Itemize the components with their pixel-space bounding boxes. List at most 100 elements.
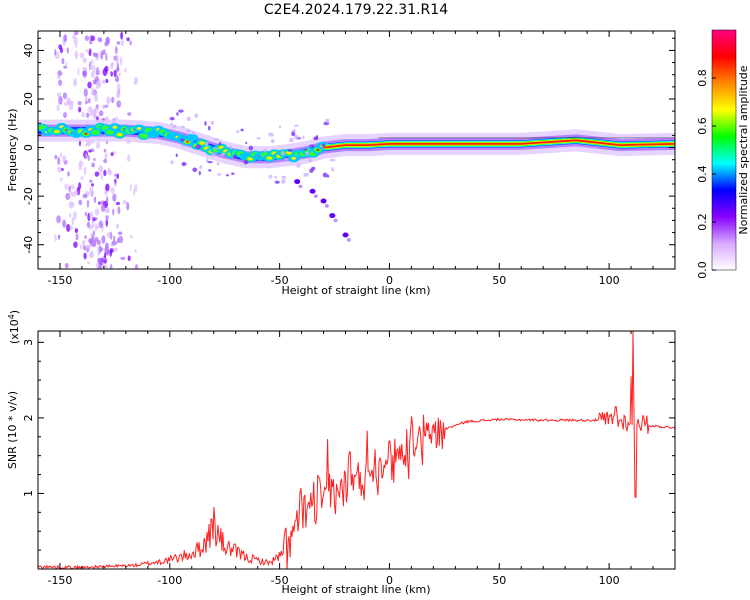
speckle-2-85 (97, 246, 100, 252)
speckle-3-69 (95, 262, 99, 268)
speckle-2-23 (103, 148, 107, 153)
ridge-blob-cyan (186, 133, 199, 142)
scatter-speck (329, 158, 336, 162)
speckle-1-14 (83, 252, 87, 260)
colorbar-tick-label: 0.4 (696, 165, 709, 183)
scatter-speck (263, 148, 267, 153)
speckle-3-26 (104, 252, 107, 259)
speckle-1-25 (74, 50, 79, 60)
speckle-3-33 (97, 258, 103, 265)
speckle-0-46 (58, 79, 63, 86)
ridge-blob-red (316, 148, 320, 151)
y-tick-label: -40 (22, 236, 35, 254)
spectrogram-marks (38, 31, 675, 269)
snr-y-tick-label: 1 (22, 490, 35, 497)
speckle-1-60 (83, 166, 87, 176)
speckle-3-45 (105, 53, 108, 61)
speckle-1-71 (88, 48, 92, 57)
tail-point (320, 198, 327, 204)
speckle-3-10 (115, 223, 120, 230)
speckle-0-10 (67, 171, 70, 177)
speckle-1-12 (88, 149, 92, 153)
speckle-0-47 (54, 48, 57, 56)
speckle-3-55 (112, 193, 117, 202)
scatter-speck (211, 152, 216, 158)
speckle-1-46 (86, 261, 90, 265)
speckle-3-49 (112, 208, 115, 216)
speckle-2-68 (93, 52, 96, 56)
colorbar-label: Normalized spectral amplitude (737, 65, 750, 234)
speckle-1-72 (89, 250, 94, 258)
speckle-4-28 (126, 37, 130, 42)
speckle-0-41 (58, 44, 63, 50)
snr-plot-area (38, 331, 675, 569)
scatter-speck (229, 145, 232, 150)
scatter-speck (240, 128, 244, 132)
speckle-2-79 (89, 211, 94, 221)
speckle-2-80 (90, 35, 95, 42)
speckle-3-47 (105, 219, 109, 227)
ridge-blob-yellow (199, 141, 205, 145)
scatter-speck (169, 116, 175, 121)
speckle-4-30 (117, 231, 123, 236)
scatter-speck (218, 141, 222, 146)
y-tick-label: 0 (22, 144, 35, 151)
speckle-3-3 (113, 182, 118, 187)
speckle-2-62 (96, 141, 100, 150)
speckle-1-4 (74, 31, 79, 36)
speckle-1-59 (78, 199, 83, 206)
scatter-speck (176, 112, 179, 116)
scatter-speck (217, 173, 222, 176)
tail-point-halo (333, 218, 338, 223)
speckle-4-4 (120, 38, 124, 46)
speckle-1-55 (87, 212, 91, 222)
speckle-4-22 (119, 56, 123, 66)
speckle-1-49 (82, 193, 88, 199)
speckle-1-9 (73, 241, 78, 248)
scatter-speck (322, 172, 328, 178)
speckle-2-34 (87, 81, 92, 89)
speckle-1-48 (82, 57, 87, 64)
scatter-speck (219, 152, 226, 157)
speckle-0-50 (68, 201, 74, 209)
snr-y-tick-label: 2 (22, 414, 35, 421)
scatter-speck (186, 128, 191, 133)
speckle-1-79 (95, 56, 98, 61)
speckle-0-38 (58, 234, 61, 239)
speckle-2-26 (104, 152, 108, 160)
scatter-speck (207, 125, 211, 131)
scatter-speck (225, 174, 229, 177)
colorbar-tick-label: 0.8 (696, 69, 709, 87)
speckle-1-5 (78, 106, 82, 113)
snr-y-multiplier: (x104) (7, 310, 21, 344)
speckle-4-11 (116, 66, 120, 72)
speckle-1-75 (91, 239, 97, 248)
scatter-speck (198, 171, 201, 176)
speckle-2-78 (101, 104, 106, 109)
speckle-4-32 (133, 77, 139, 83)
speckle-0-51 (66, 97, 71, 106)
band-red (323, 139, 675, 149)
speckle-0-1 (66, 223, 71, 232)
speckle-0-21 (57, 157, 61, 166)
scatter-speck (214, 147, 218, 150)
speckle-0-39 (62, 155, 67, 163)
speckle-3-21 (114, 173, 117, 177)
speckle-2-17 (96, 67, 99, 71)
scatter-speck (287, 149, 293, 152)
scatter-speck (294, 134, 300, 140)
speckle-1-73 (82, 245, 87, 251)
scatter-speck (210, 120, 215, 125)
speckle-3-6 (113, 235, 116, 242)
speckle-3-43 (110, 152, 114, 156)
x-tick-label: -100 (157, 274, 182, 287)
scatter-speck (180, 125, 185, 129)
speckle-4-17 (134, 249, 137, 253)
speckle-3-44 (113, 247, 119, 252)
speckle-2-87 (94, 171, 100, 177)
speckle-2-7 (87, 141, 90, 147)
speckle-1-2 (91, 162, 96, 168)
speckle-2-21 (95, 217, 98, 221)
snr-panel: -150 -100 -50 0 50 100 1 2 3 Height of straight… (6, 310, 676, 596)
